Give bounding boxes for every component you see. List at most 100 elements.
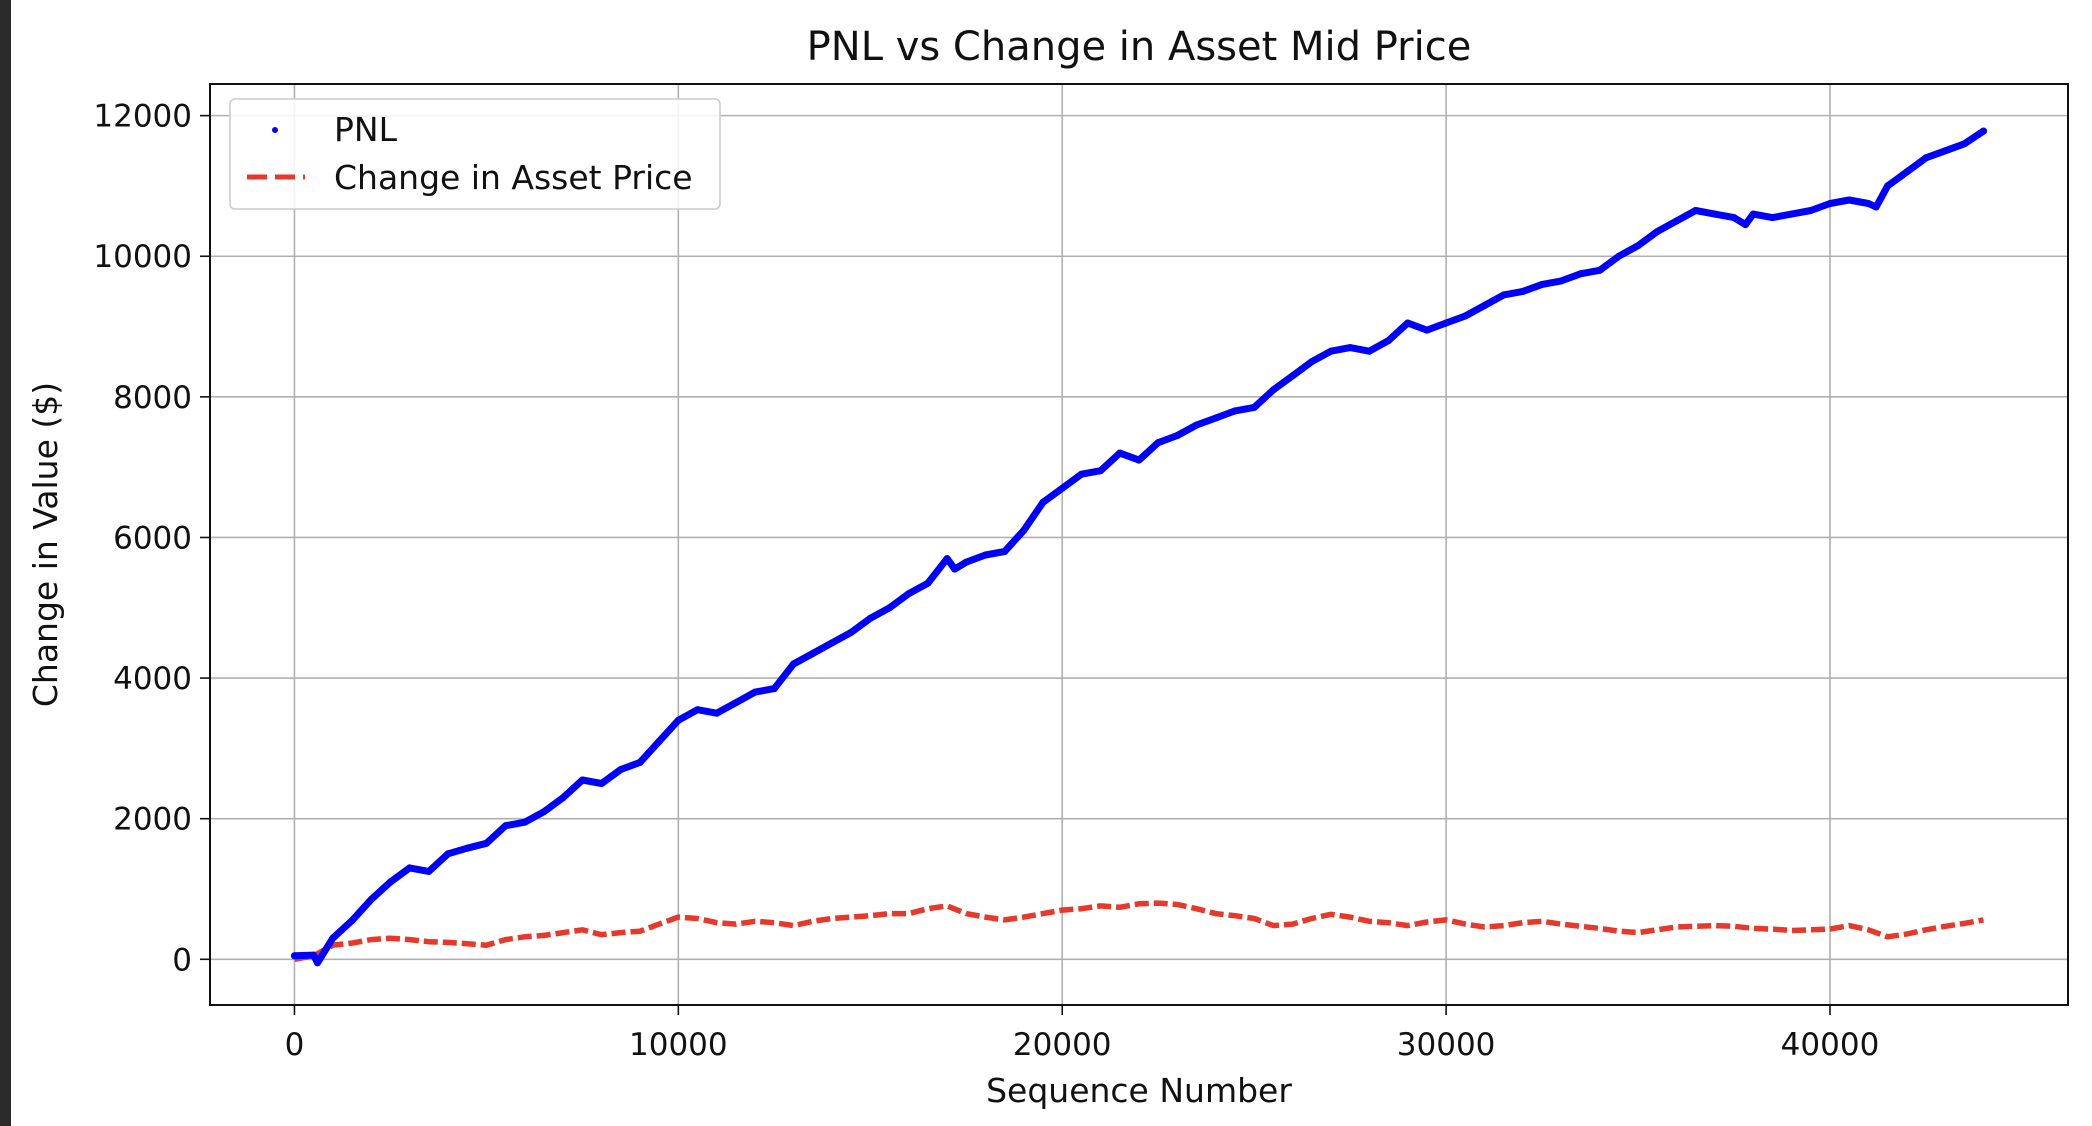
pnl-point xyxy=(1807,207,1815,214)
y-tick-label: 8000 xyxy=(113,380,192,416)
pnl-point xyxy=(636,758,644,766)
y-tick-label: 2000 xyxy=(113,802,192,838)
pnl-point xyxy=(1346,344,1354,352)
chart-title: PNL vs Change in Asset Mid Price xyxy=(807,24,1472,70)
pnl-point xyxy=(1653,228,1661,236)
pnl-point xyxy=(1058,484,1066,492)
legend-marker-pnl xyxy=(272,127,278,133)
pnl-point xyxy=(367,896,375,903)
pnl-point xyxy=(809,650,817,657)
legend: PNL Change in Asset Price xyxy=(229,98,721,210)
pnl-point xyxy=(521,818,529,826)
pnl-point xyxy=(1327,347,1335,355)
pnl-point xyxy=(1634,242,1642,250)
pnl-point xyxy=(617,766,625,773)
pnl-point xyxy=(1250,403,1258,411)
pnl-point xyxy=(578,776,586,784)
pnl-point xyxy=(1903,168,1911,176)
pnl-point xyxy=(540,808,548,816)
y-tick-label: 6000 xyxy=(113,520,192,556)
pnl-point xyxy=(886,604,893,612)
pnl-point xyxy=(1135,456,1143,464)
pnl-point xyxy=(1212,414,1220,422)
pnl-point xyxy=(386,878,394,886)
pnl-point xyxy=(1960,140,1968,148)
axis-ticks: 0 10000 20000 30000 40000 0 2000 4000 6000 8000 10… xyxy=(93,99,1879,1063)
pnl-point xyxy=(1742,221,1749,229)
figure-canvas: 0 10000 20000 30000 40000 0 2000 4000 6000 8000 10… xyxy=(11,0,2092,1126)
pnl-point xyxy=(1461,312,1469,320)
pnl-point xyxy=(348,917,356,925)
pnl-point xyxy=(1001,548,1009,555)
pnl-point xyxy=(329,934,337,942)
pnl-point xyxy=(1845,196,1853,204)
series-line-asset-price xyxy=(294,900,1984,963)
pnl-point xyxy=(1768,214,1776,222)
pnl-point xyxy=(1423,326,1431,334)
pnl-point xyxy=(1941,147,1949,155)
pnl-point xyxy=(924,579,932,587)
pnl-point xyxy=(732,699,740,707)
legend-label-asset-price: Change in Asset Price xyxy=(334,158,693,197)
pnl-point xyxy=(598,780,606,787)
pnl-point xyxy=(406,864,414,872)
pnl-point xyxy=(1365,347,1373,355)
pnl-point xyxy=(444,850,452,858)
pnl-point xyxy=(905,590,913,598)
pnl-point xyxy=(1692,207,1700,214)
y-axis-label: Change in Value ($) xyxy=(26,382,65,707)
pnl-point xyxy=(751,688,759,696)
series-layer xyxy=(291,127,1987,967)
pnl-point xyxy=(1922,154,1930,162)
pnl-point xyxy=(694,706,701,714)
pnl-point xyxy=(655,737,663,745)
pnl-point xyxy=(425,867,433,875)
axes-frame xyxy=(209,83,2069,1006)
pnl-point xyxy=(291,952,298,960)
pnl-point xyxy=(1519,287,1527,295)
pnl-point xyxy=(559,794,567,802)
pnl-point xyxy=(1154,439,1162,447)
pnl-point xyxy=(1404,319,1412,327)
pnl-point xyxy=(463,844,471,852)
pnl-point xyxy=(1884,182,1892,190)
pnl-point xyxy=(1173,432,1181,439)
legend-label-pnl: PNL xyxy=(334,110,398,149)
pnl-point xyxy=(310,951,318,959)
pnl-point xyxy=(1596,266,1604,274)
pnl-point xyxy=(1749,210,1757,218)
pnl-point xyxy=(314,959,321,967)
pnl-point xyxy=(1672,217,1680,225)
y-tick-label: 0 xyxy=(172,942,192,978)
x-tick-label: 10000 xyxy=(629,1027,728,1063)
pnl-point xyxy=(674,716,682,724)
pnl-point xyxy=(1730,214,1738,222)
pnl-point xyxy=(1500,291,1508,299)
x-tick-label: 20000 xyxy=(1013,1027,1112,1063)
pnl-point xyxy=(1385,337,1392,345)
pnl-point xyxy=(1872,203,1880,211)
pnl-point xyxy=(1442,319,1450,327)
pnl-point xyxy=(1615,252,1623,260)
pnl-point xyxy=(828,639,836,647)
pnl-point xyxy=(502,822,510,830)
pnl-point xyxy=(790,660,797,668)
grid-lines xyxy=(210,84,2068,1005)
pnl-point xyxy=(1097,467,1105,475)
x-axis-label: Sequence Number xyxy=(986,1071,1292,1110)
pnl-point xyxy=(1231,407,1239,415)
pnl-point xyxy=(713,709,721,717)
pnl-point xyxy=(1193,421,1201,429)
pnl-point xyxy=(1711,210,1719,218)
pnl-point xyxy=(1269,386,1277,394)
pnl-point xyxy=(1864,200,1872,207)
y-tick-label: 12000 xyxy=(93,99,192,135)
pnl-chart: 0 10000 20000 30000 40000 0 2000 4000 6000 8000 10… xyxy=(26,24,2069,1110)
pnl-point xyxy=(770,685,778,693)
pnl-point xyxy=(1020,526,1028,534)
pnl-point xyxy=(1077,470,1085,478)
pnl-point xyxy=(1557,277,1565,285)
pnl-point xyxy=(962,558,970,566)
x-tick-label: 40000 xyxy=(1781,1027,1880,1063)
